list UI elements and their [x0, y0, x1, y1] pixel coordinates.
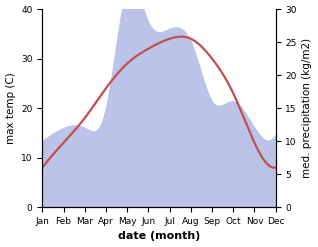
- Y-axis label: med. precipitation (kg/m2): med. precipitation (kg/m2): [302, 38, 313, 178]
- Y-axis label: max temp (C): max temp (C): [5, 72, 16, 144]
- X-axis label: date (month): date (month): [118, 231, 200, 242]
